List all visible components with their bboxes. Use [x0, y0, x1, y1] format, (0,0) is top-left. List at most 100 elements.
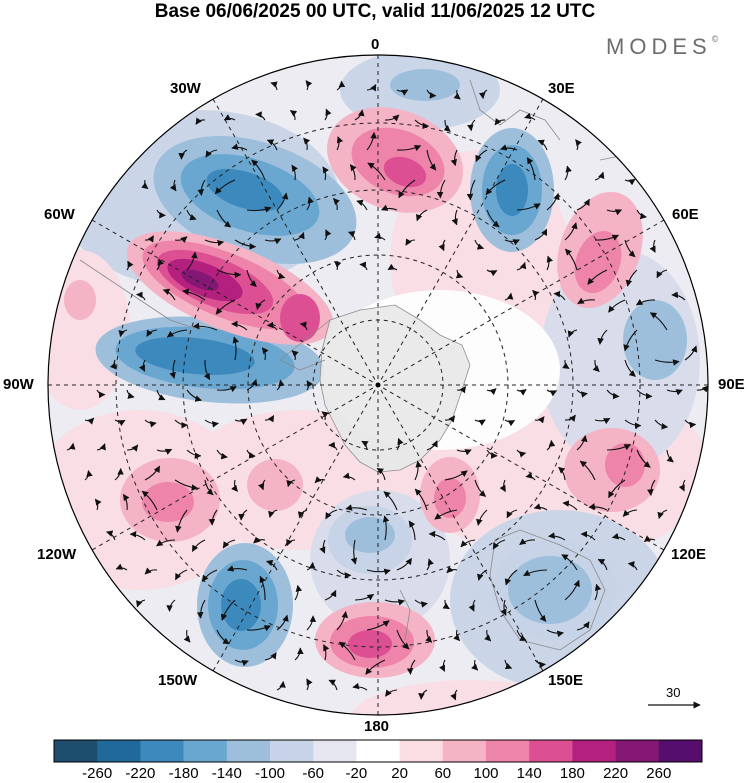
- wind-arrow: [325, 509, 338, 520]
- wind-arrow: [144, 465, 161, 481]
- wind-arrow: [174, 236, 188, 244]
- colorbar-swatch: [270, 740, 314, 762]
- wind-arrow: [414, 488, 428, 511]
- wind-arrow: [635, 298, 656, 306]
- wind-arrow: [434, 509, 458, 520]
- wind-arrow: [156, 258, 164, 271]
- wind-arrow: [216, 386, 237, 393]
- wind-arrow: [564, 165, 572, 181]
- wind-arrow: [294, 584, 303, 601]
- colorbar-tick-label: 220: [603, 765, 629, 782]
- wind-arrow: [186, 209, 197, 221]
- wind-arrow: [349, 164, 357, 181]
- wind-arrow: [516, 449, 527, 458]
- colorbar-swatch: [615, 740, 660, 762]
- wind-arrow: [251, 159, 266, 181]
- wind-arrow: [191, 539, 206, 552]
- wind-arrow: [398, 179, 416, 199]
- wind-arrow: [220, 599, 236, 621]
- wind-arrow: [306, 196, 314, 211]
- wind-arrow: [303, 137, 311, 151]
- wind-arrow: [162, 288, 176, 301]
- wind-arrow: [438, 239, 446, 252]
- wind-arrow: [475, 149, 488, 163]
- wind-arrow: [350, 539, 358, 565]
- anomaly-field: [48, 55, 708, 715]
- colorbar-swatch: [486, 740, 530, 762]
- wind-arrow: [608, 299, 626, 313]
- wind-arrow: [396, 629, 410, 650]
- wind-arrow: [666, 389, 683, 396]
- wind-arrow: [414, 460, 422, 481]
- wind-arrow: [135, 291, 146, 301]
- wind-arrow: [186, 449, 202, 459]
- wind-arrow: [597, 329, 608, 345]
- lon-label-30e: 30E: [548, 80, 575, 97]
- wind-arrow: [205, 149, 218, 158]
- wind-arrow: [324, 108, 332, 121]
- wind-arrow: [486, 209, 500, 228]
- wind-arrow: [336, 569, 352, 579]
- wind-arrow: [105, 530, 116, 541]
- wind-arrow: [305, 80, 313, 91]
- wind-arrow: [336, 80, 346, 91]
- wind-arrow: [367, 162, 386, 181]
- wind-arrow: [476, 509, 488, 526]
- wind-arrow: [342, 472, 356, 481]
- colorbar-swatch: [572, 740, 616, 762]
- wind-arrow: [534, 416, 545, 424]
- wind-arrow: [466, 179, 476, 201]
- wind-arrow: [182, 288, 206, 301]
- wind-arrow: [232, 336, 239, 361]
- wind-arrow: [486, 388, 497, 396]
- wind-arrow: [169, 179, 177, 192]
- wind-arrow: [380, 204, 398, 211]
- wind-arrow: [532, 289, 540, 301]
- wind-arrow: [238, 509, 248, 521]
- lon-label-30w: 30W: [170, 80, 201, 97]
- wind-arrow: [671, 291, 686, 301]
- wind-arrow: [141, 490, 158, 511]
- wind-arrow: [546, 439, 556, 451]
- wind-arrow: [126, 389, 135, 399]
- wind-arrow: [314, 476, 326, 484]
- wind-arrow: [291, 350, 299, 361]
- colorbar-swatch: [140, 740, 184, 762]
- wind-arrow: [286, 479, 296, 488]
- wind-arrow: [450, 149, 458, 167]
- wind-arrow: [196, 599, 206, 619]
- wind-arrow: [195, 117, 206, 125]
- wind-arrow: [624, 178, 636, 186]
- wind-arrow: [334, 260, 342, 271]
- wind-arrow: [338, 641, 356, 661]
- wind-arrow: [396, 557, 412, 571]
- wind-arrow: [649, 312, 668, 331]
- wind-arrow: [516, 389, 527, 396]
- wind-arrow: [474, 239, 485, 250]
- wind-arrow: [366, 84, 377, 92]
- wind-arrow: [376, 467, 386, 481]
- wind-arrow: [323, 644, 330, 661]
- wind-arrow: [625, 269, 638, 287]
- colorbar-tick-label: -100: [254, 765, 286, 782]
- colorbar-tick-label: 180: [559, 765, 585, 782]
- wind-arrow: [333, 198, 340, 211]
- colorbar-tick-label: -20: [345, 765, 368, 782]
- wind-arrow: [624, 419, 642, 429]
- wind-arrow: [684, 419, 697, 429]
- colorbar-swatch: [658, 740, 703, 762]
- lon-label-60w: 60W: [44, 206, 75, 223]
- wind-arrow: [286, 538, 296, 547]
- wind-arrow: [606, 444, 631, 451]
- lon-label-90w: 90W: [3, 376, 34, 393]
- wind-arrow: [576, 621, 590, 631]
- wind-arrow: [169, 359, 176, 379]
- wind-arrow: [451, 209, 458, 226]
- wind-arrow: [486, 449, 498, 459]
- wind-arrow: [264, 238, 282, 245]
- wind-arrow: [526, 157, 536, 181]
- wind-arrow: [506, 509, 518, 519]
- wind-arrow: [146, 329, 158, 337]
- wind-arrow: [579, 460, 596, 481]
- wind-arrow: [114, 419, 126, 427]
